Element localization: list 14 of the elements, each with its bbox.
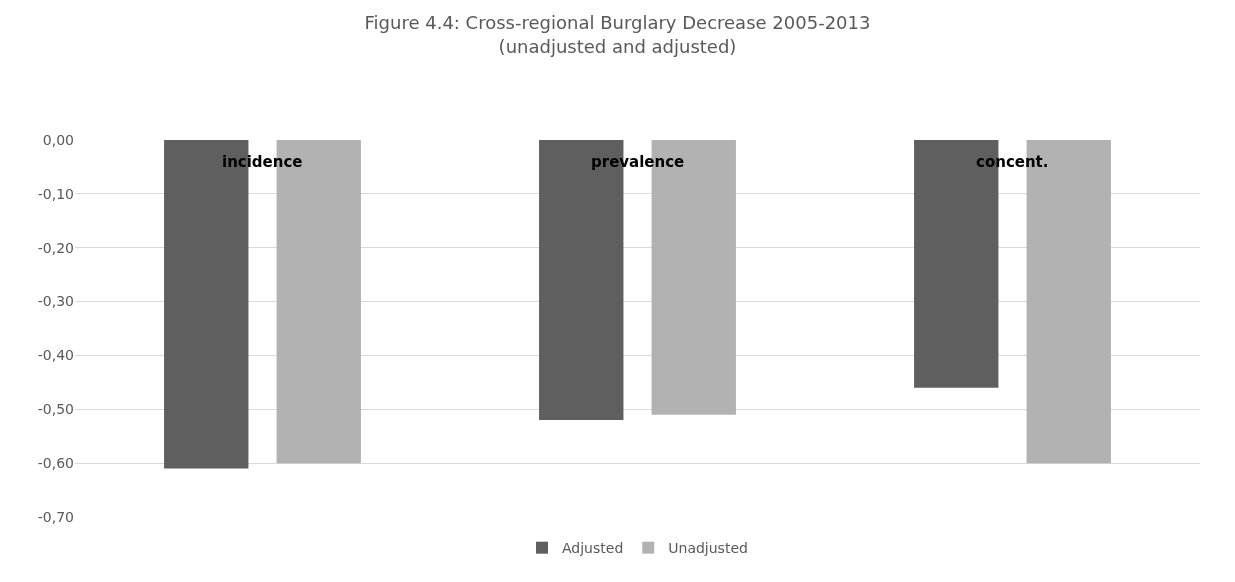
y-tick-label: -0,30 <box>37 293 74 310</box>
y-tick-label: -0,10 <box>37 185 74 202</box>
legend-label: Adjusted <box>562 540 624 557</box>
x-tick-label: prevalence <box>591 153 685 171</box>
legend-label: Unadjusted <box>668 540 748 557</box>
y-tick-label: -0,60 <box>37 455 74 472</box>
chart-title: Figure 4.4: Cross-regional Burglary Decrease 2005-2013 (unadjusted and adjusted) <box>364 12 871 57</box>
x-tick-label: concent. <box>976 153 1049 171</box>
y-tick-label: -0,40 <box>37 347 74 364</box>
y-tick-label: -0,50 <box>37 401 74 418</box>
y-tick-label: -0,20 <box>37 239 74 256</box>
y-tick-label: -0,70 <box>37 508 74 525</box>
x-tick-label: incidence <box>222 153 303 171</box>
y-tick-label: 0,00 <box>42 131 74 148</box>
